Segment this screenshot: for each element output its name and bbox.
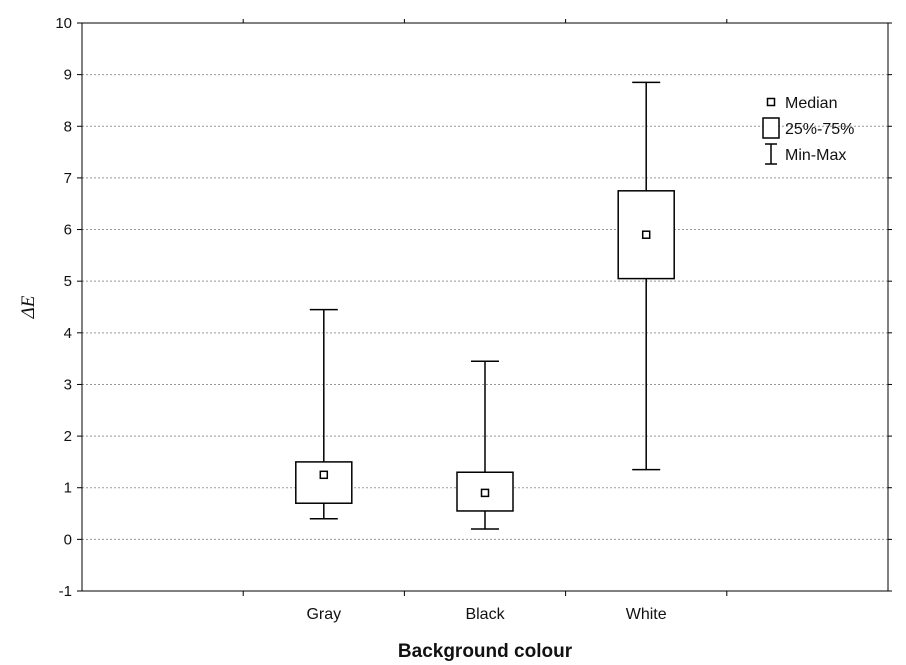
y-tick-label: 10 [55, 15, 72, 32]
median-marker [480, 488, 490, 498]
box-gray [295, 308, 353, 520]
boxes [295, 81, 675, 530]
legend-item-box: 25%-75% [762, 117, 854, 139]
y-tick-label: 8 [64, 118, 72, 135]
y-axis-label: ΔE [18, 295, 39, 319]
legend-item-whisker: Min-Max [765, 143, 846, 165]
legend: Median 25%-75% Min-Max [762, 95, 854, 165]
y-tick-label: 0 [64, 531, 72, 548]
legend-label: Median [785, 95, 837, 112]
y-tick-label: 2 [64, 428, 72, 445]
legend-median-symbol [766, 97, 776, 107]
legend-label: Min-Max [785, 147, 846, 164]
legend-box-symbol [762, 117, 780, 139]
x-category-label: Black [465, 606, 505, 623]
median-marker [319, 470, 329, 480]
y-tick-label: 4 [64, 325, 72, 342]
y-tick-label: 9 [64, 67, 72, 84]
y-axis-ticks: -1 0 1 2 3 4 5 6 7 8 9 10 [55, 15, 892, 600]
x-category-label: Gray [306, 606, 341, 623]
y-tick-label: 3 [64, 376, 72, 393]
y-tick-label: 7 [64, 170, 72, 187]
box-black [456, 360, 514, 530]
y-tick-label: -1 [59, 583, 72, 600]
iqr-box [295, 461, 353, 504]
legend-label: 25%-75% [785, 121, 854, 138]
y-tick-label: 5 [64, 273, 72, 290]
y-tick-label: 6 [64, 222, 72, 239]
legend-whisker-symbol [765, 143, 777, 165]
x-category-label: White [626, 606, 667, 623]
legend-item-median-square: Median [766, 95, 837, 112]
axes [81, 22, 889, 592]
median-marker [641, 230, 651, 239]
box-white [617, 81, 675, 471]
x-axis-ticks: Gray Black White [242, 19, 728, 623]
y-tick-label: 1 [64, 480, 72, 497]
plot-frame [81, 22, 889, 592]
x-axis-label: Background colour [398, 641, 573, 662]
